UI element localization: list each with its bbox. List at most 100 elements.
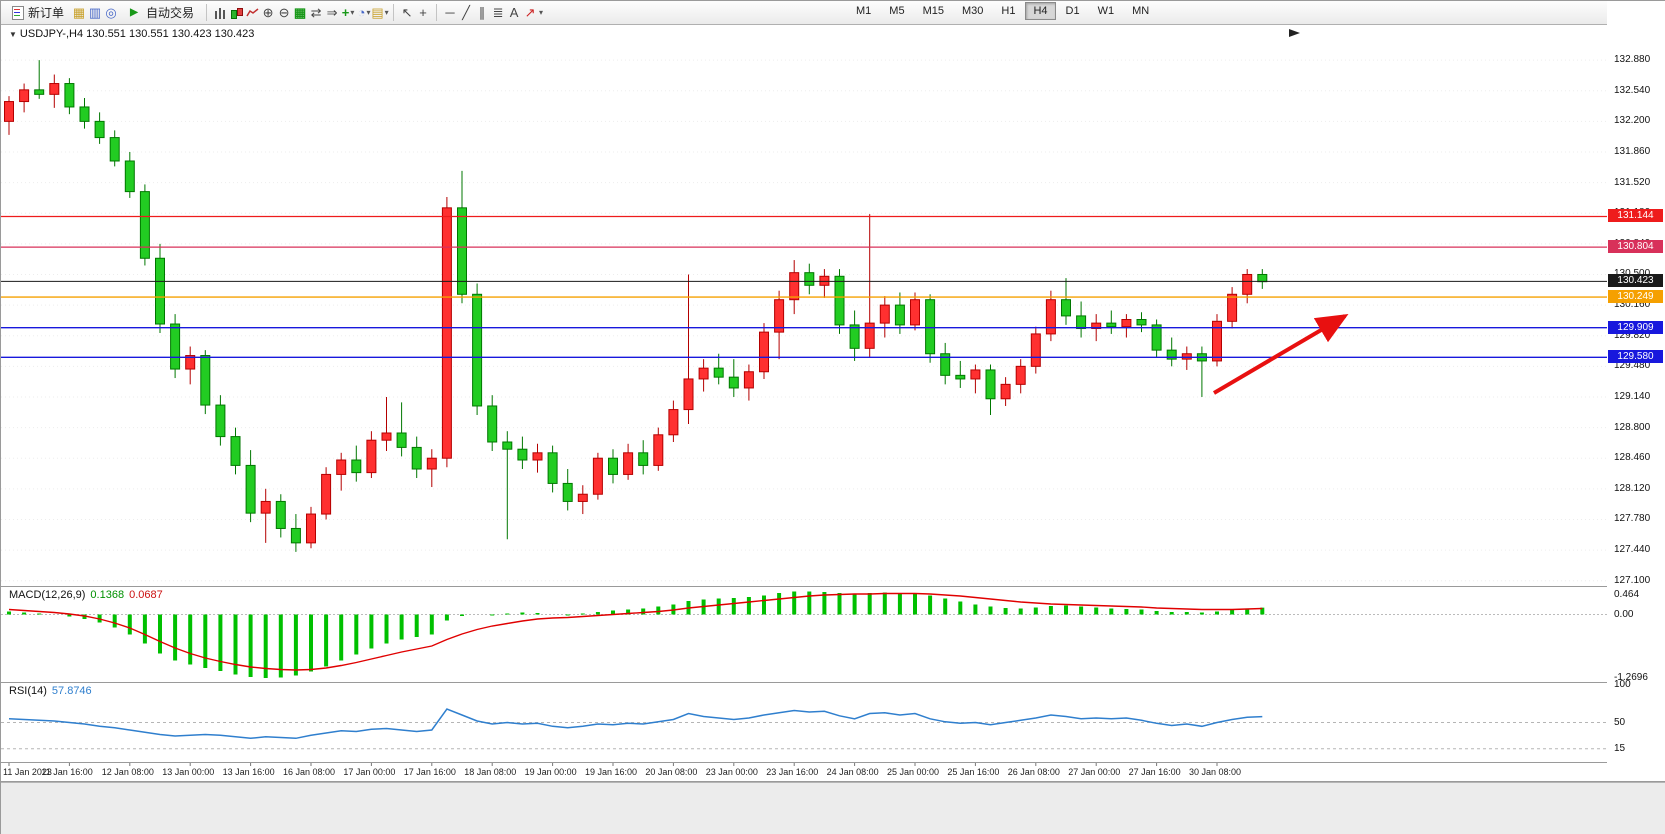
price-level-badge: 129.909 xyxy=(1608,320,1663,334)
indicators-button[interactable]: + ▾ xyxy=(340,5,356,21)
time-axis-label: 19 Jan 16:00 xyxy=(585,767,638,777)
cursor-button[interactable]: ↖ xyxy=(401,4,413,20)
auto-scroll-button[interactable]: ⇄ xyxy=(310,4,322,20)
time-axis-label: 17 Jan 00:00 xyxy=(343,767,396,777)
dropdown-icon: ▾ xyxy=(350,7,355,17)
price-level-badge: 130.804 xyxy=(1608,240,1663,254)
bar-chart-icon xyxy=(213,6,227,19)
timeframe-m15-button[interactable]: M15 xyxy=(915,2,952,20)
rsi-title: RSI(14) 57.8746 xyxy=(9,685,92,697)
timeframe-mn-button[interactable]: MN xyxy=(1124,2,1157,20)
time-axis-label: 16 Jan 08:00 xyxy=(283,767,336,777)
rsi-axis-label: 15 xyxy=(1614,742,1626,754)
price-axis-label: 131.860 xyxy=(1614,145,1651,157)
collapse-icon[interactable]: ▼ xyxy=(9,30,17,39)
templates-button[interactable]: ▤ ▾ xyxy=(371,4,389,21)
time-axis-label: 17 Jan 16:00 xyxy=(403,767,456,777)
arrows-tool[interactable]: ↗ xyxy=(524,4,536,20)
price-axis-label: 128.800 xyxy=(1614,421,1651,433)
rsi-value: 57.8746 xyxy=(51,685,92,697)
time-axis-label: 13 Jan 16:00 xyxy=(222,767,275,777)
symbols-icon[interactable]: ▦ xyxy=(72,4,86,20)
line-chart-button[interactable] xyxy=(244,5,260,21)
macd-main-value: 0.1368 xyxy=(90,589,125,601)
time-axis-label: 13 Jan 00:00 xyxy=(162,767,215,777)
new-order-label: 新订单 xyxy=(28,6,65,20)
price-axis-label: 131.520 xyxy=(1614,176,1651,188)
zoom-out-button[interactable]: ⊖ xyxy=(278,4,290,20)
toolbar-separator xyxy=(436,4,438,21)
chart-shift-marker xyxy=(1289,29,1300,37)
zoom-in-button[interactable]: ⊕ xyxy=(262,4,274,20)
candlestick-icon xyxy=(230,7,243,19)
price-axis-label: 127.100 xyxy=(1614,574,1651,586)
macd-axis-label: 0.00 xyxy=(1614,608,1634,620)
timeframe-d1-button[interactable]: D1 xyxy=(1058,2,1088,20)
price-level-badge: 129.580 xyxy=(1608,350,1663,364)
current-price-badge: 130.423 xyxy=(1608,274,1663,288)
timeframe-m5-button[interactable]: M5 xyxy=(881,2,912,20)
macd-title: MACD(12,26,9) 0.1368 0.0687 xyxy=(9,589,163,601)
time-axis-label: 24 Jan 08:00 xyxy=(826,767,879,777)
dropdown-icon: ▾ xyxy=(384,7,389,17)
toolbar-separator xyxy=(206,4,208,21)
price-axis-label: 127.440 xyxy=(1614,544,1651,556)
time-axis-label: 30 Jan 08:00 xyxy=(1189,767,1242,777)
time-axis-label: 23 Jan 16:00 xyxy=(766,767,819,777)
price-axis-label: 129.820 xyxy=(1614,329,1651,341)
rsi-name: RSI(14) xyxy=(9,685,47,697)
timeframe-h4-button[interactable]: H4 xyxy=(1025,2,1056,20)
horizontal-line-tool[interactable]: ─ xyxy=(445,4,455,20)
timeframe-group: M1 M5 M15 M30 H1 H4 D1 W1 MN xyxy=(847,2,1158,20)
data-window-icon[interactable]: ▥ xyxy=(88,4,102,20)
periods-button[interactable]: ◔ ▾ xyxy=(356,5,372,21)
auto-trading-button[interactable]: ▶ 自动交易 xyxy=(119,2,201,23)
price-axis-label: 132.880 xyxy=(1614,54,1651,66)
line-chart-icon xyxy=(245,7,258,16)
play-icon: ▶ xyxy=(130,6,138,18)
price-level-badge: 130.249 xyxy=(1608,290,1663,304)
price-axis-label: 132.540 xyxy=(1614,84,1651,96)
text-tool[interactable]: A xyxy=(509,4,519,20)
toolbar-separator xyxy=(393,4,395,21)
macd-name: MACD(12,26,9) xyxy=(9,589,86,601)
chart-title: ▼ USDJPY-,H4 130.551 130.551 130.423 130.… xyxy=(9,28,254,40)
time-scale[interactable]: 11 Jan 2023 11 Jan 16:00 12 Jan 08:00 13 Ja… xyxy=(1,766,1607,781)
dropdown-icon: ▾ xyxy=(366,7,371,17)
price-scale[interactable]: 132.880 132.540 132.200 131.860 131.520 131.1… xyxy=(1607,1,1665,781)
indicators-icon: + xyxy=(341,4,350,20)
price-level-badge: 131.144 xyxy=(1608,209,1663,223)
web-terminal-icon[interactable]: ◎ xyxy=(105,4,117,20)
time-axis-label: 27 Jan 00:00 xyxy=(1068,767,1121,777)
auto-trading-label: 自动交易 xyxy=(146,6,195,20)
time-axis-label: 11 Jan 2023 xyxy=(3,767,52,777)
shapes-dropdown[interactable]: ▾ xyxy=(539,8,544,17)
candlestick-chart-button[interactable] xyxy=(228,5,244,21)
macd-axis-label: 0.464 xyxy=(1614,589,1640,600)
timeframe-w1-button[interactable]: W1 xyxy=(1090,2,1123,20)
time-axis-label: 26 Jan 08:00 xyxy=(1007,767,1060,777)
template-icon: ▤ xyxy=(371,4,384,20)
price-axis-label: 128.460 xyxy=(1614,452,1651,464)
price-axis-label: 132.200 xyxy=(1614,115,1651,127)
chart-symbol-period: USDJPY-,H4 xyxy=(19,28,84,40)
trendline-tool[interactable]: ╱ xyxy=(462,4,470,20)
timeframe-m1-button[interactable]: M1 xyxy=(848,2,879,20)
fibonacci-tool[interactable]: ≣ xyxy=(492,4,504,20)
price-axis-label: 128.120 xyxy=(1614,482,1651,494)
bar-chart-button[interactable] xyxy=(212,5,228,21)
tile-windows-button[interactable]: ▦ xyxy=(293,4,307,20)
time-axis-label: 27 Jan 16:00 xyxy=(1128,767,1181,777)
clock-icon: ◔ xyxy=(357,4,366,20)
chart-shift-button[interactable]: ⇒ xyxy=(326,4,338,20)
timeframe-h1-button[interactable]: H1 xyxy=(993,2,1023,20)
timeframe-m30-button[interactable]: M30 xyxy=(954,2,991,20)
price-axis-label: 129.140 xyxy=(1614,390,1651,402)
new-order-button[interactable]: 新订单 xyxy=(5,2,71,23)
crosshair-button[interactable]: + xyxy=(419,4,427,20)
time-axis-label: 25 Jan 16:00 xyxy=(947,767,1000,777)
channel-tool[interactable]: ∥ xyxy=(478,4,486,20)
price-axis-label: 127.780 xyxy=(1614,513,1651,525)
